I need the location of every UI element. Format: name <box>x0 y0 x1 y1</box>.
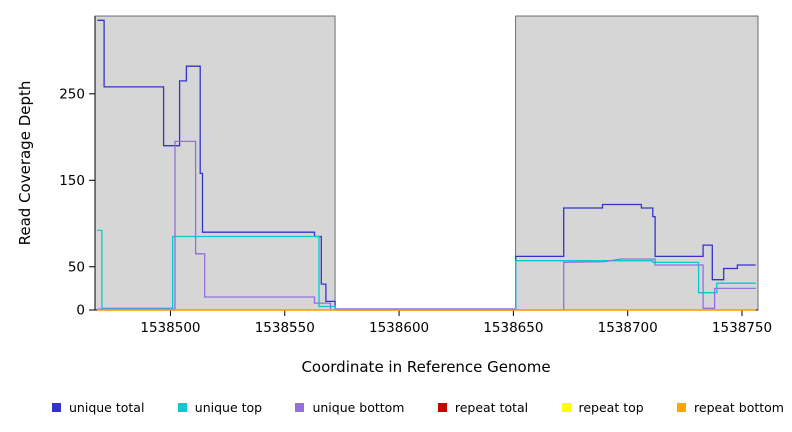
legend-label: repeat top <box>578 400 644 415</box>
shaded-region <box>94 15 336 311</box>
shaded-region <box>515 15 759 311</box>
x-tick-label: 1538700 <box>598 320 658 336</box>
y-tick-label: 50 <box>68 259 85 275</box>
y-tick-label: 250 <box>59 86 85 102</box>
x-tick-label: 1538650 <box>483 320 543 336</box>
y-tick-label: 150 <box>59 173 85 189</box>
legend-label: repeat bottom <box>694 400 784 415</box>
shaded-regions-layer <box>94 15 759 311</box>
x-tick-label: 1538500 <box>140 320 200 336</box>
chart-legend: unique total unique top unique bottom repea… <box>52 400 784 415</box>
legend-item-repeat-top: repeat top <box>561 400 644 415</box>
series-layer <box>97 19 756 311</box>
legend-swatch-unique-total <box>52 403 61 412</box>
legend-swatch-repeat-top <box>561 403 571 412</box>
legend-item-unique-total: unique total <box>52 400 144 415</box>
x-tick-label: 1538750 <box>712 320 772 336</box>
legend-label: unique total <box>69 400 145 415</box>
legend-swatch-unique-top <box>177 403 187 412</box>
x-axis-title: Coordinate in Reference Genome <box>301 358 550 376</box>
legend-item-unique-top: unique top <box>177 400 263 415</box>
legend-item-repeat-bottom: repeat bottom <box>677 400 784 415</box>
series-line-unique-total <box>97 19 756 310</box>
legend-label: unique top <box>194 400 263 415</box>
legend-label: repeat total <box>454 400 529 415</box>
x-tick-label: 1538600 <box>369 320 429 336</box>
legend-item-repeat-total: repeat total <box>437 400 529 415</box>
legend-swatch-repeat-bottom <box>677 403 687 412</box>
x-tick-label: 1538550 <box>255 320 315 336</box>
legend-swatch-unique-bottom <box>295 403 305 412</box>
y-axis-title: Read Coverage Depth <box>16 81 34 246</box>
legend-label: unique bottom <box>312 400 405 415</box>
axes-layer: 1538500 1538550 1538600 1538650 1538700 15387… <box>59 16 772 336</box>
y-tick-label: 0 <box>76 303 85 319</box>
legend-swatch-repeat-total <box>437 403 447 412</box>
legend-item-unique-bottom: unique bottom <box>295 400 405 415</box>
